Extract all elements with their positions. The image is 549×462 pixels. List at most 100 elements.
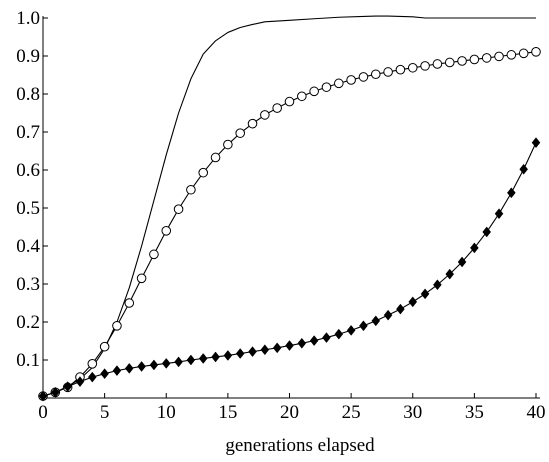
data-point-circle [531,47,541,57]
data-point-circle [469,54,480,65]
data-point-diamond [359,320,368,332]
y-tick-label: 0.9 [16,46,40,67]
x-tick-label: 20 [280,402,299,423]
data-point-diamond [519,163,528,175]
data-point-circle [247,118,258,129]
data-point-circle [506,50,517,60]
x-tick-label: 35 [465,402,484,423]
data-point-diamond [112,365,122,377]
data-point-diamond [507,187,516,199]
data-point-diamond [124,362,134,374]
data-point-circle [395,64,406,75]
data-point-diamond [482,226,492,238]
y-tick-label: 0.2 [16,312,40,333]
data-point-diamond [63,381,72,393]
data-point-diamond [235,348,245,359]
data-point-circle [149,249,159,260]
data-point-diamond [260,344,270,356]
x-tick-label: 5 [100,402,110,423]
data-point-diamond [470,242,479,254]
x-tick-label: 0 [38,402,48,423]
axis-ticks: 0 5 10 15 20 25 30 35 40 0.1 0.2 0.3 0.4 0.5 0.6 0.7 0.8… [16,8,545,423]
data-point-diamond [433,279,442,291]
data-point-diamond [322,332,331,343]
data-point-diamond [51,386,60,398]
x-tick-label: 40 [527,402,546,423]
data-point-circle [346,75,356,85]
data-point-circle [518,48,529,59]
data-point-circle [457,56,467,66]
data-point-circle [210,152,221,163]
data-point-circle [334,78,344,89]
y-tick-label: 0.8 [16,84,40,105]
data-point-diamond [334,328,344,340]
y-tick-label: 0.1 [16,350,40,371]
data-point-diamond [420,288,430,300]
x-tick-label: 15 [218,402,237,423]
series-layer [38,15,541,402]
x-tick-label: 10 [157,402,176,423]
data-point-circle [173,204,184,214]
data-point-circle [136,273,147,284]
data-point-circle [87,359,98,369]
data-point-diamond [137,361,146,372]
data-point-diamond [309,335,319,347]
data-point-diamond [223,350,233,361]
data-point-circle [432,59,443,69]
data-point-circle [186,184,196,195]
y-tick-label: 1.0 [16,8,40,29]
data-point-circle [358,72,369,82]
data-point-diamond [100,368,109,380]
data-point-diamond [531,137,541,149]
y-tick-label: 0.5 [16,198,40,219]
data-point-circle [260,110,270,120]
y-tick-label: 0.6 [16,160,40,181]
data-point-circle [235,128,245,138]
data-point-circle [420,61,430,71]
data-point-circle [99,341,110,352]
data-point-diamond [174,356,183,368]
data-point-diamond [346,324,356,336]
data-point-circle [223,139,233,150]
data-point-diamond [87,371,97,383]
plot-area: 0 5 10 15 20 25 30 35 40 0.1 0.2 0.3 0.4 0.5 0.6 0.7 0.8… [16,8,545,423]
data-point-circle [407,62,418,73]
data-point-circle [161,226,172,236]
data-point-diamond [494,208,504,220]
data-point-circle [297,91,307,102]
data-point-diamond [445,268,455,280]
x-tick-label: 30 [403,402,422,423]
data-point-diamond [285,340,294,351]
series-1-line [42,15,536,397]
data-point-diamond [75,376,85,388]
series-1 [42,15,536,397]
series-3-line [42,142,537,397]
x-axis-title: generations elapsed [225,435,375,456]
data-point-circle [321,82,332,92]
data-point-diamond [371,315,381,327]
data-point-diamond [38,390,48,402]
data-point-circle [272,103,282,113]
data-point-circle [481,53,492,63]
data-point-circle [370,69,381,80]
y-tick-label: 0.4 [16,236,40,257]
data-point-diamond [198,353,208,364]
data-point-diamond [297,337,307,349]
y-tick-label: 0.3 [16,274,40,295]
x-tick-label: 25 [342,402,361,423]
data-point-diamond [186,354,196,366]
data-point-circle [309,86,319,97]
data-point-circle [284,96,295,107]
data-point-circle [494,51,504,62]
data-point-diamond [272,342,282,354]
data-point-circle [383,67,393,77]
data-point-diamond [211,351,220,363]
data-point-circle [112,321,122,331]
data-point-circle [444,57,455,68]
series-3 [38,137,541,402]
data-point-diamond [383,309,393,321]
data-point-circle [198,167,209,178]
y-tick-label: 0.7 [16,122,40,143]
data-point-diamond [408,296,418,308]
